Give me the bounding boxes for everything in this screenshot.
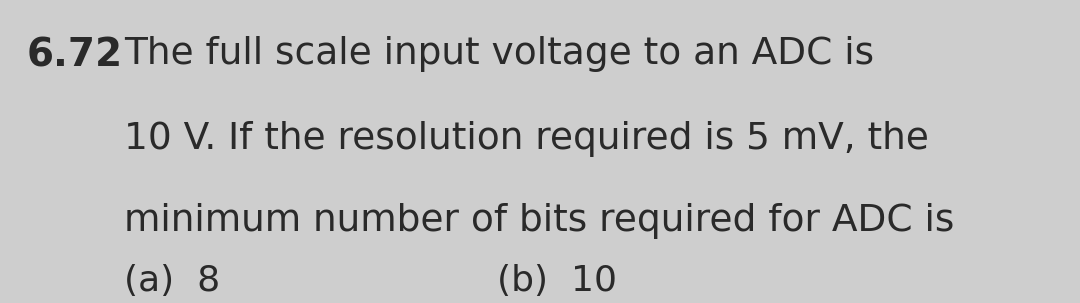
Text: (b)  10: (b) 10 <box>497 264 617 298</box>
Text: 6.72: 6.72 <box>27 36 123 74</box>
Text: (a)  8: (a) 8 <box>124 264 220 298</box>
Text: The full scale input voltage to an ADC is: The full scale input voltage to an ADC i… <box>124 36 875 72</box>
Text: 10 V. If the resolution required is 5 mV, the: 10 V. If the resolution required is 5 mV… <box>124 121 929 157</box>
Text: minimum number of bits required for ADC is: minimum number of bits required for ADC … <box>124 203 955 239</box>
